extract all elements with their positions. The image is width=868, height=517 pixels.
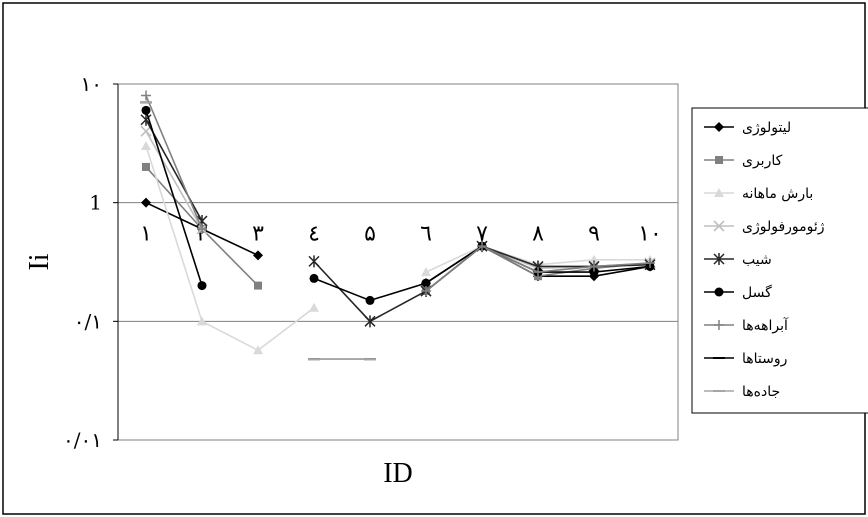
data-point (533, 267, 543, 278)
legend-item: ژئومورفولوژی (704, 219, 825, 235)
x-tick-label: ٤ (308, 222, 320, 247)
series-line (145, 145, 315, 352)
data-point (421, 267, 431, 277)
y-axis-title: Ii (24, 253, 55, 270)
series (140, 90, 656, 361)
legend-label: روستاها (742, 351, 787, 367)
x-tick-label: ۲ (196, 222, 208, 247)
data-point (197, 223, 207, 234)
gridlines (118, 202, 678, 322)
legend-marker (713, 220, 725, 232)
data-point (421, 286, 431, 297)
series-line (145, 110, 203, 286)
legend-marker (715, 156, 723, 164)
data-point (197, 281, 207, 291)
legend-label: کاربری (742, 153, 783, 169)
legend-item: روستاها (704, 351, 787, 367)
x-tick-label: ۱ (140, 222, 152, 247)
legend-item: شیب (704, 252, 772, 268)
y-tick-label: ۰/۱ (74, 309, 102, 333)
x-ticks: ۱ ۲ ۳ ٤ ۵ ٦ ۷ ۸ ۹ ۱۰ (140, 222, 662, 247)
y-tick-label: ۰/۰۱ (63, 428, 102, 452)
data-point (308, 255, 320, 268)
series-9 (140, 101, 376, 361)
data-point (197, 316, 207, 326)
data-point (589, 261, 599, 272)
legend-marker (714, 122, 724, 132)
legend-label: جاده‌ها (742, 384, 780, 400)
data-point (141, 197, 151, 208)
y-ticks: ۱۰ 1 ۰/۱ ۰/۰۱ (63, 72, 118, 452)
data-point (253, 345, 263, 355)
data-point (365, 295, 375, 305)
data-point (364, 315, 376, 328)
data-point (254, 281, 262, 290)
series-6 (141, 105, 655, 305)
legend-items: لیتولوژی کاربری بارش ماهانه ژئومورفولوژی شیب… (704, 120, 825, 400)
x-axis-title: ID (383, 458, 413, 489)
y-tick-label: 1 (89, 191, 102, 215)
data-point (141, 90, 151, 101)
legend-item: لیتولوژی (704, 120, 791, 136)
data-point (589, 254, 599, 264)
series-line (145, 130, 203, 230)
data-point (141, 105, 151, 115)
legend-label: گسل (742, 284, 772, 301)
legend-item: جاده‌ها (704, 384, 780, 400)
data-point (309, 302, 319, 312)
legend-label: ژئومورفولوژی (742, 219, 825, 235)
series-line (145, 119, 203, 222)
legend-label: بارش ماهانه (742, 186, 813, 202)
legend-marker (714, 287, 724, 297)
data-point (477, 241, 487, 252)
data-point (141, 141, 151, 151)
legend-label: شیب (742, 252, 772, 268)
legend-marker (713, 253, 725, 265)
data-point (421, 278, 431, 288)
legend-marker (714, 320, 724, 330)
series-line (145, 95, 203, 230)
legend-item: گسل (704, 284, 772, 301)
data-point (140, 125, 152, 137)
x-tick-label: ۱۰ (638, 222, 662, 247)
legend-item: بارش ماهانه (704, 186, 813, 202)
data-point (253, 250, 263, 261)
x-tick-label: ۸ (532, 222, 544, 247)
data-point (309, 273, 319, 283)
legend-item: کاربری (704, 153, 783, 169)
data-point (142, 162, 150, 171)
y-tick-label: ۱۰ (81, 72, 102, 96)
x-tick-label: ۵ (364, 222, 376, 247)
series-7 (141, 90, 655, 297)
data-point (645, 258, 655, 269)
legend: لیتولوژی کاربری بارش ماهانه ژئومورفولوژی شیب… (691, 107, 868, 414)
legend-marker (714, 188, 724, 197)
x-tick-label: ۳ (252, 222, 264, 247)
legend-label: آبراهه‌ها (742, 317, 789, 334)
legend-label: لیتولوژی (742, 120, 791, 136)
plot-area (117, 83, 679, 441)
x-tick-label: ۹ (588, 222, 600, 247)
x-tick-label: ۷ (476, 222, 488, 247)
x-tick-label: ٦ (420, 222, 432, 247)
data-point (589, 267, 599, 277)
legend-item: آبراهه‌ها (704, 317, 789, 334)
